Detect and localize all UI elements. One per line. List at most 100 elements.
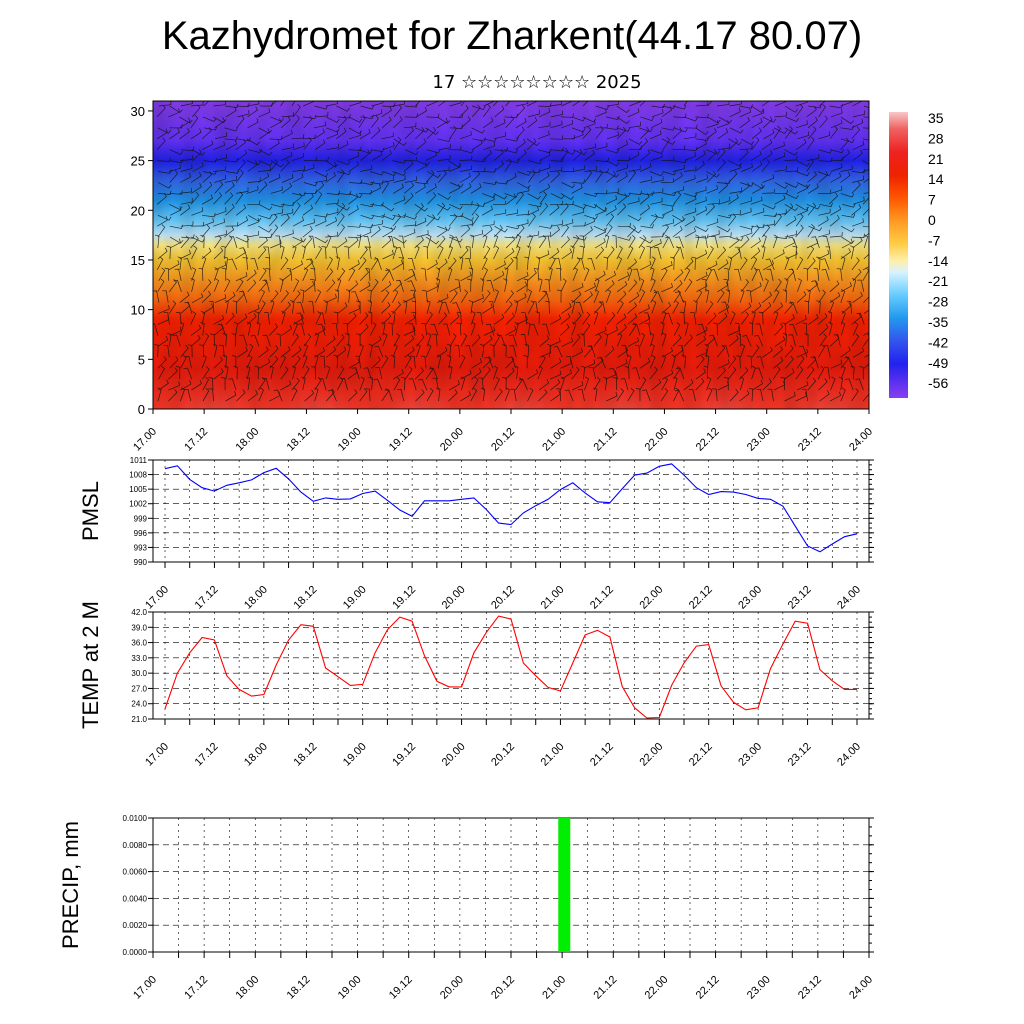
time-tick-label: 19.00 — [336, 426, 364, 454]
time-tick-label: 21.00 — [540, 974, 568, 1002]
heatmap-panel — [153, 101, 869, 409]
time-tick-label: 20.12 — [489, 741, 517, 769]
time-tick-label: 18.00 — [233, 426, 261, 454]
time-tick-label: 20.12 — [489, 426, 517, 454]
y-tick-label: 0.0100 — [123, 814, 148, 823]
time-tick-label: 21.12 — [591, 426, 619, 454]
y-tick-label: 39.0 — [131, 623, 147, 632]
temp-panel — [148, 611, 874, 725]
colorbar-label: 21 — [928, 151, 944, 167]
precip-bar — [558, 818, 571, 952]
y-tick-label: 24.0 — [131, 700, 147, 709]
y-tick-label: 42.0 — [131, 608, 147, 617]
time-tick-label: 22.12 — [694, 974, 722, 1002]
time-tick-label: 22.12 — [694, 426, 722, 454]
time-tick-label: 19.12 — [387, 426, 415, 454]
colorbar — [889, 112, 908, 398]
time-tick-label: 18.12 — [291, 584, 319, 612]
time-tick-label: 24.00 — [847, 426, 875, 454]
time-tick-label: 19.00 — [341, 584, 369, 612]
temp-ylabel: TEMP at 2 M — [78, 601, 103, 729]
time-tick-label: 17.00 — [143, 741, 171, 769]
time-tick-label: 23.12 — [786, 584, 814, 612]
time-tick-label: 23.00 — [736, 741, 764, 769]
pmsl-series-line — [164, 463, 858, 553]
wind-barbs — [153, 101, 869, 402]
y-tick-label: 1002 — [129, 500, 147, 509]
time-tick-label: 23.12 — [796, 426, 824, 454]
colorbar-label: 35 — [928, 110, 944, 126]
y-tick-label: 996 — [134, 529, 148, 538]
y-tick-label: 21.0 — [131, 715, 147, 724]
y-tick-label: 15 — [131, 253, 145, 268]
time-tick-label: 22.12 — [687, 584, 715, 612]
precip-panel — [148, 817, 874, 958]
colorbar-label: -42 — [928, 334, 948, 350]
colorbar-label: 14 — [928, 171, 944, 187]
time-tick-label: 18.00 — [242, 741, 270, 769]
y-tick-label: 993 — [134, 543, 148, 552]
colorbar-label: 0 — [928, 212, 936, 228]
time-tick-label: 18.00 — [233, 974, 261, 1002]
time-tick-label: 17.00 — [131, 426, 159, 454]
pmsl-frame — [152, 459, 870, 563]
y-tick-label: 999 — [134, 514, 148, 523]
y-tick-label: 30.0 — [131, 669, 147, 678]
time-tick-label: 24.00 — [835, 584, 863, 612]
time-tick-label: 17.12 — [182, 974, 210, 1002]
time-tick-label: 19.00 — [336, 974, 364, 1002]
y-tick-label: 0.0020 — [123, 921, 148, 930]
time-tick-label: 24.00 — [847, 974, 875, 1002]
colorbar-label: -28 — [928, 294, 948, 310]
time-tick-label: 17.12 — [182, 426, 210, 454]
time-tick-label: 21.12 — [588, 741, 616, 769]
time-tick-label: 21.12 — [591, 974, 619, 1002]
time-tick-label: 18.12 — [285, 974, 313, 1002]
time-tick-label: 22.00 — [637, 741, 665, 769]
time-tick-label: 20.00 — [438, 426, 466, 454]
y-tick-label: 25 — [131, 154, 145, 169]
y-tick-label: 5 — [138, 352, 145, 367]
time-tick-label: 19.00 — [341, 741, 369, 769]
time-tick-label: 23.00 — [736, 584, 764, 612]
colorbar-label: -35 — [928, 314, 948, 330]
chart-subtitle: 17 ☆☆☆☆☆☆☆☆ 2025 — [432, 72, 642, 93]
y-tick-label: 30 — [131, 104, 145, 119]
time-tick-label: 18.12 — [291, 741, 319, 769]
y-tick-label: 0.0060 — [123, 868, 148, 877]
time-tick-label: 17.00 — [143, 584, 171, 612]
y-tick-label: 990 — [134, 558, 148, 567]
time-tick-label: 17.12 — [193, 584, 221, 612]
time-tick-label: 23.12 — [796, 974, 824, 1002]
time-tick-label: 22.00 — [643, 426, 671, 454]
time-tick-label: 20.00 — [438, 974, 466, 1002]
y-tick-label: 0 — [138, 402, 145, 417]
colorbar-label: 28 — [928, 130, 944, 146]
colorbar-label: -49 — [928, 355, 948, 371]
time-tick-label: 23.00 — [745, 974, 773, 1002]
y-tick-label: 1005 — [129, 485, 147, 494]
temp-series-line — [164, 615, 857, 719]
time-tick-label: 21.12 — [588, 584, 616, 612]
precip-ylabel: PRECIP, mm — [58, 821, 83, 949]
pmsl-panel — [148, 459, 874, 568]
heatmap-texture — [153, 101, 869, 409]
time-tick-label: 19.12 — [390, 584, 418, 612]
time-tick-label: 19.12 — [390, 741, 418, 769]
time-tick-label: 18.00 — [242, 584, 270, 612]
y-tick-label: 0.0000 — [123, 948, 148, 957]
time-tick-label: 22.00 — [643, 974, 671, 1002]
y-tick-label: 33.0 — [131, 654, 147, 663]
colorbar-label: -21 — [928, 273, 948, 289]
time-tick-label: 18.12 — [285, 426, 313, 454]
colorbar-label: -14 — [928, 253, 948, 269]
time-tick-label: 20.12 — [489, 584, 517, 612]
time-tick-label: 21.00 — [540, 426, 568, 454]
y-tick-label: 20 — [131, 203, 145, 218]
time-tick-label: 17.00 — [131, 974, 159, 1002]
time-tick-label: 21.00 — [539, 741, 567, 769]
colorbar-label: 7 — [928, 192, 936, 208]
time-tick-label: 19.12 — [387, 974, 415, 1002]
time-tick-label: 23.00 — [745, 426, 773, 454]
